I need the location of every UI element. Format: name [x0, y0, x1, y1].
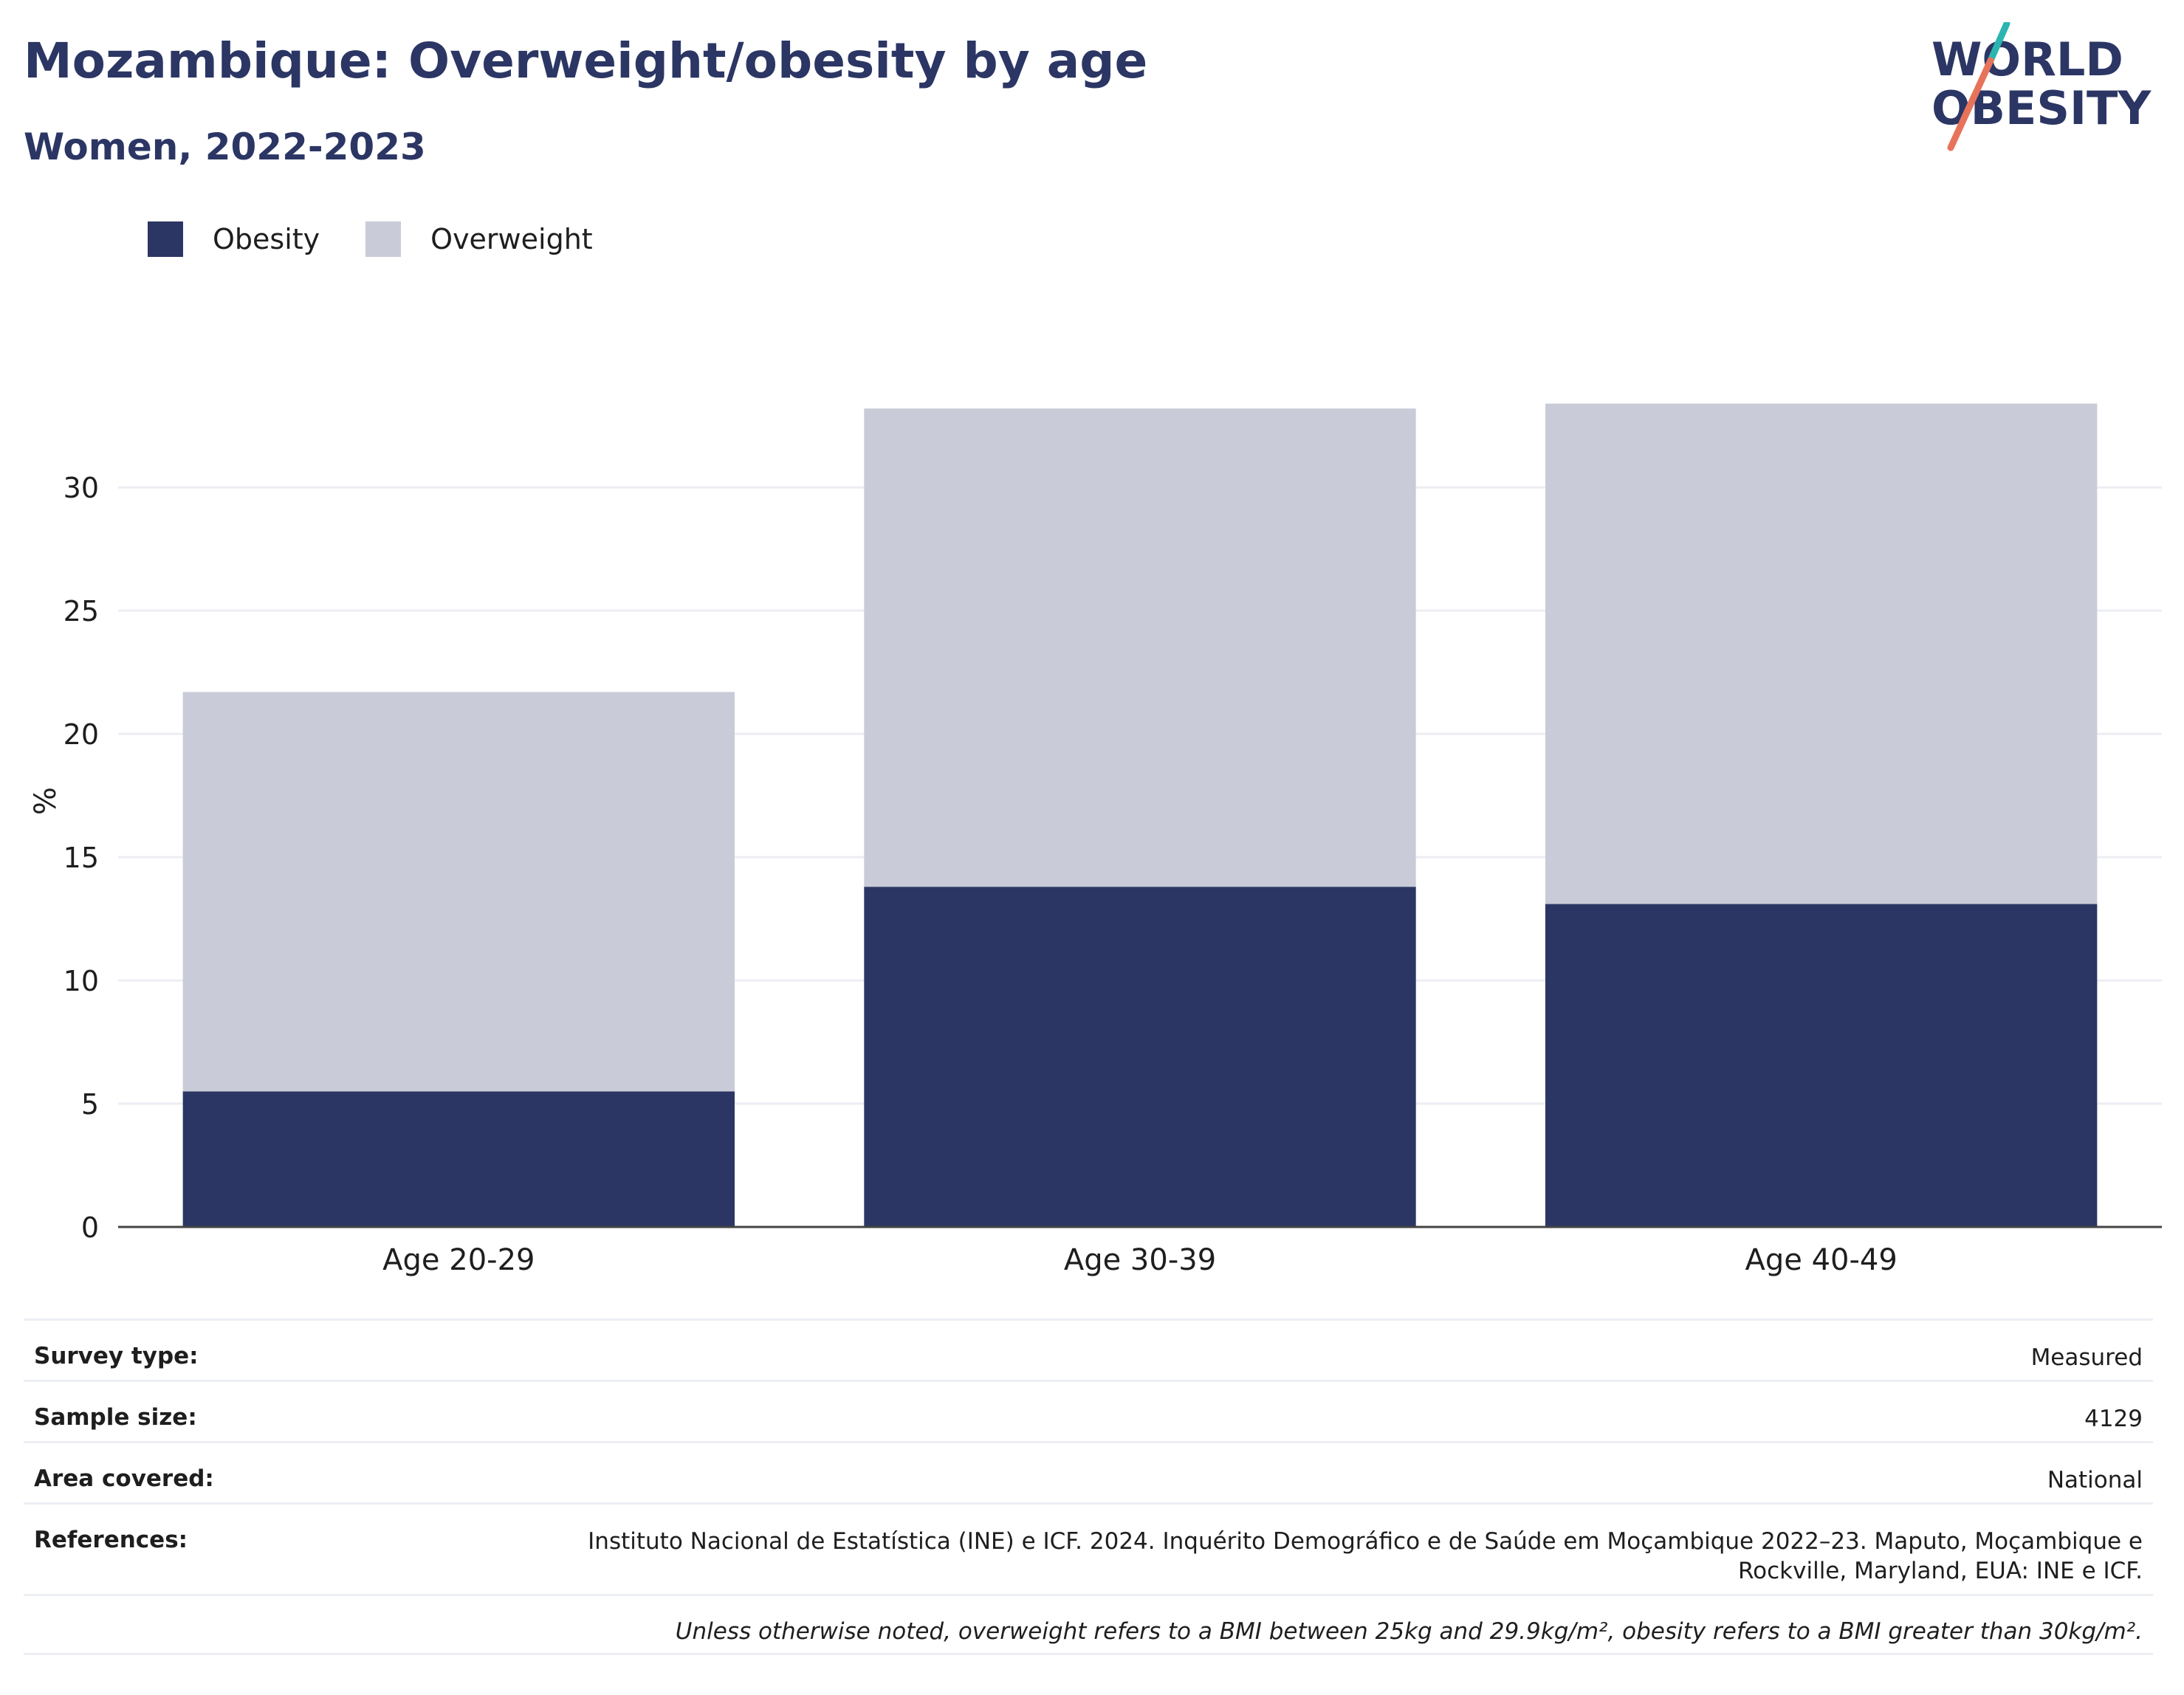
bar-overweight-3: [1545, 403, 2098, 904]
logo-slash-coral: [1947, 57, 1994, 151]
logo-word-obesity: OBESITY: [1931, 81, 2152, 135]
survey-type-row: Survey type: Measured: [24, 1318, 2153, 1380]
definition-note: Unless otherwise noted, overweight refer…: [675, 1618, 2143, 1645]
x-tick-label: Age 30-39: [1064, 1243, 1216, 1277]
y-tick-label: 25: [63, 595, 99, 628]
y-tick-label: 10: [63, 965, 99, 997]
world-obesity-logo: WORLD OBESITY: [1931, 22, 2152, 151]
area-covered-label: Area covered:: [34, 1465, 214, 1492]
sample-size-label: Sample size:: [34, 1404, 197, 1431]
survey-type-label: Survey type:: [34, 1343, 199, 1369]
legend-label-obesity: Obesity: [213, 223, 320, 255]
references-row: References: Instituto Nacional de Estatí…: [24, 1502, 2153, 1594]
bar-overweight-1: [182, 692, 735, 1092]
legend-swatch-obesity: [148, 221, 183, 257]
references-line-1: Instituto Nacional de Estatística (INE) …: [588, 1528, 2143, 1555]
area-covered-value: National: [2047, 1467, 2143, 1493]
survey-info-table: Survey type: Measured Sample size: 4129 …: [24, 1318, 2153, 1655]
y-tick-label: 15: [63, 842, 99, 874]
bar-obesity-1: [182, 1091, 735, 1227]
legend-item-obesity[interactable]: Obesity: [148, 221, 320, 257]
references-value: Instituto Nacional de Estatística (INE) …: [588, 1527, 2143, 1586]
x-tick-label: Age 20-29: [382, 1243, 535, 1277]
sample-size-row: Sample size: 4129: [24, 1380, 2153, 1441]
x-tick-label: Age 40-49: [1745, 1243, 1898, 1277]
references-line-2: Rockville, Maryland, EUA: INE e ICF.: [1738, 1558, 2143, 1584]
bar-layer: [182, 403, 2098, 1227]
chart-legend: Obesity Overweight: [148, 219, 639, 260]
y-axis-label: %: [29, 787, 63, 815]
bar-overweight-2: [864, 408, 1416, 887]
y-tick-label: 5: [81, 1088, 99, 1121]
bar-obesity-2: [864, 887, 1416, 1227]
chart-title: Mozambique: Overweight/obesity by age: [24, 32, 1148, 89]
survey-type-value: Measured: [2030, 1344, 2143, 1371]
legend-swatch-overweight: [365, 221, 402, 257]
area-covered-row: Area covered: National: [24, 1441, 2153, 1502]
y-tick-label: 0: [81, 1211, 99, 1244]
y-tick-label: 20: [63, 718, 99, 751]
y-tick-label: 30: [63, 472, 99, 504]
legend-label-overweight: Overweight: [430, 223, 593, 255]
logo-slash-teal: [1987, 22, 2010, 64]
legend-item-overweight[interactable]: Overweight: [365, 221, 593, 257]
chart-subtitle: Women, 2022-2023: [24, 126, 426, 168]
logo-word-world: WORLD: [1931, 32, 2123, 86]
sample-size-value: 4129: [2084, 1406, 2143, 1432]
axis-layer: 0 5 10 15 20 25 30 Age 20-29 Age 30-39 Age 40-49: [63, 472, 2162, 1277]
bar-obesity-3: [1545, 904, 2098, 1227]
references-label: References:: [34, 1527, 188, 1553]
definition-note-row: Unless otherwise noted, overweight refer…: [24, 1594, 2153, 1655]
